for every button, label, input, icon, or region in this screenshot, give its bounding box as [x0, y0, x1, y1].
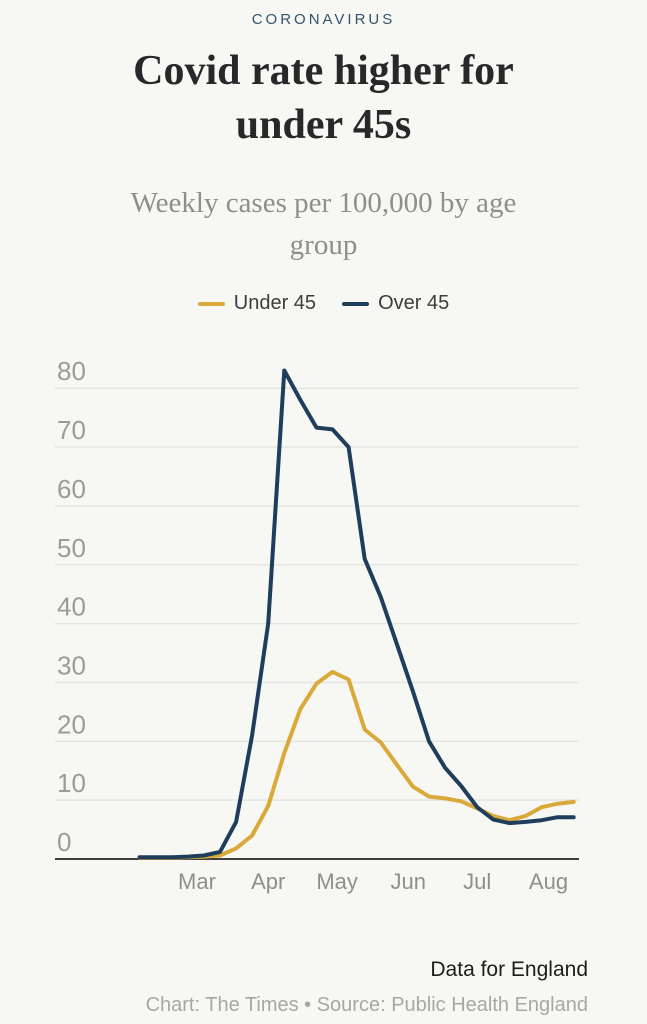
y-tick-label-30: 30 — [57, 651, 86, 681]
legend-swatch-over-45-icon — [342, 301, 370, 306]
legend-item-under-45: Under 45 — [197, 292, 317, 315]
x-tick-label-Mar: Mar — [178, 869, 216, 894]
y-tick-label-80: 80 — [57, 356, 86, 386]
chart-legend: Under 45 Over 45 — [0, 292, 647, 315]
chart-subtitle: Weekly cases per 100,000 by age group — [0, 182, 647, 266]
x-tick-label-Jul: Jul — [463, 869, 491, 894]
legend-swatch-under-45-icon — [197, 301, 225, 306]
y-tick-label-60: 60 — [57, 474, 86, 504]
y-tick-label-0: 0 — [57, 827, 71, 857]
subtitle-line-1: Weekly cases per 100,000 by age — [130, 187, 517, 219]
page-title: Covid rate higher for under 45s — [0, 44, 647, 152]
title-line-2: under 45s — [235, 102, 412, 148]
y-tick-label-70: 70 — [57, 415, 86, 445]
title-line-1: Covid rate higher for — [133, 48, 514, 94]
subtitle-line-2: group — [289, 229, 358, 261]
legend-label-under-45: Under 45 — [233, 292, 317, 314]
y-tick-label-40: 40 — [57, 592, 86, 622]
y-tick-label-50: 50 — [57, 533, 86, 563]
legend-item-over-45: Over 45 — [342, 292, 449, 315]
x-tick-label-Jun: Jun — [391, 869, 426, 894]
line-chart-canvas: 0 10 20 30 40 50 60 70 80 Mar Apr May Jun Jul Aug — [55, 356, 579, 894]
legend-label-over-45: Over 45 — [378, 292, 450, 314]
kicker: CORONAVIRUS — [251, 11, 396, 28]
line-under-45 — [137, 669, 576, 860]
footer-note: Data for England — [430, 958, 588, 981]
y-tick-label-20: 20 — [57, 709, 86, 739]
x-tick-label-May: May — [316, 869, 358, 894]
y-tick-label-10: 10 — [57, 768, 86, 798]
x-tick-label-Apr: Apr — [251, 869, 285, 894]
x-tick-label-Aug: Aug — [529, 869, 568, 894]
credit-line: Chart: The Times • Source: Public Health… — [145, 994, 588, 1016]
line-over-45 — [137, 368, 576, 860]
